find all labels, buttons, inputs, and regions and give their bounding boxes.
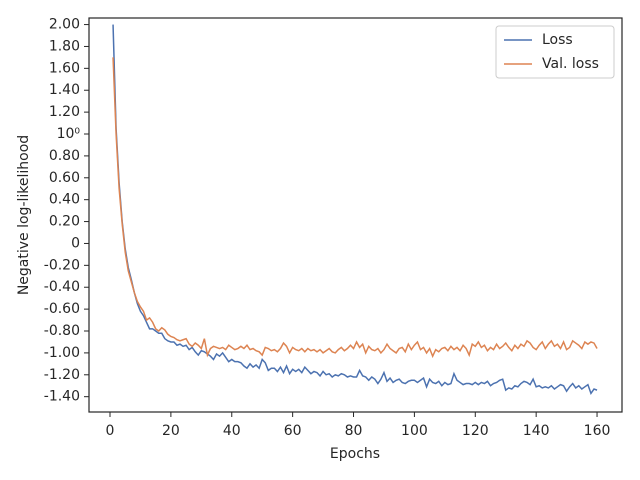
y-tick-label: -1.40 (44, 389, 80, 405)
y-axis-label: Negative log-likelihood (16, 135, 32, 295)
y-tick-label: 10⁰ (57, 126, 81, 142)
plot-frame (88, 17, 623, 413)
y-tick-label: 0 (71, 235, 80, 251)
x-tick-label: 160 (584, 423, 611, 439)
y-tick-label: -0.20 (44, 257, 80, 273)
y-tick-label: 0.80 (49, 148, 80, 164)
legend-label: Val. loss (542, 56, 599, 72)
legend-label: Loss (542, 32, 573, 48)
x-tick-label: 60 (284, 423, 302, 439)
y-tick-label: 1.80 (49, 38, 80, 54)
y-tick-label: -1.20 (44, 367, 80, 383)
y-tick-label: -0.60 (44, 301, 80, 317)
y-tick-label: 2.00 (49, 17, 80, 33)
y-tick-label: 0.60 (49, 170, 80, 186)
x-tick-label: 140 (523, 423, 550, 439)
x-tick-label: 20 (162, 423, 180, 439)
y-tick-label: -0.80 (44, 323, 80, 339)
legend-box (495, 25, 615, 79)
y-tick-label: 1.20 (49, 104, 80, 120)
series-line (112, 57, 598, 359)
y-tick-label: 1.40 (49, 82, 80, 98)
y-tick-label: -1.00 (44, 345, 80, 361)
x-tick-label: 0 (106, 423, 115, 439)
x-tick-label: 40 (223, 423, 241, 439)
x-tick-label: 80 (345, 423, 363, 439)
y-tick-label: 1.60 (49, 60, 80, 76)
x-tick-label: 120 (462, 423, 489, 439)
x-axis-label: Epochs (330, 446, 380, 462)
series-line (112, 24, 598, 396)
y-tick-label: 0.40 (49, 192, 80, 208)
x-tick-label: 100 (401, 423, 428, 439)
y-tick-label: -0.40 (44, 279, 80, 295)
y-tick-label: 0.20 (49, 214, 80, 230)
